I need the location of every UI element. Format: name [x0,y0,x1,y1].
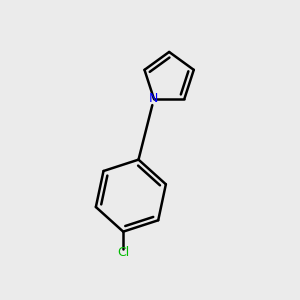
Text: Cl: Cl [117,246,129,259]
Text: N: N [149,92,159,105]
